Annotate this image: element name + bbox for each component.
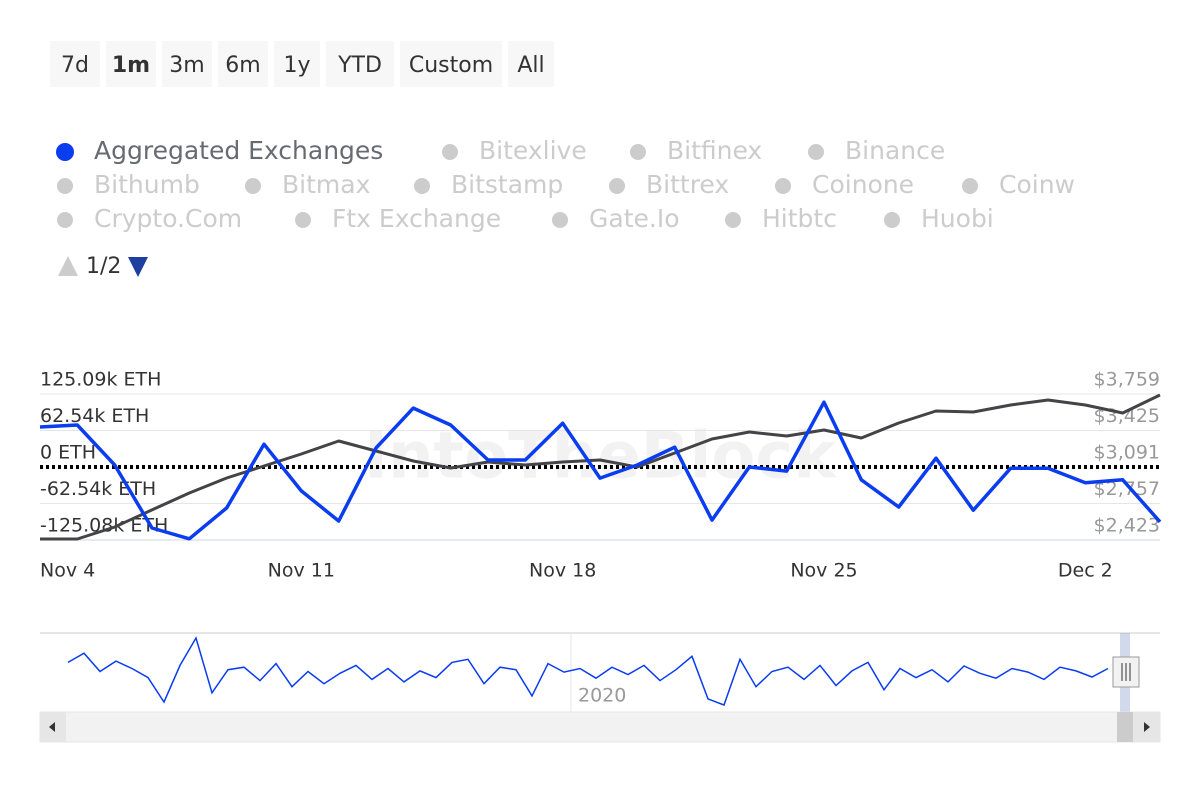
legend-label: Aggregated Exchanges bbox=[94, 136, 383, 165]
range-button[interactable]: 1y bbox=[274, 41, 320, 87]
legend-label: Ftx Exchange bbox=[332, 204, 501, 233]
button-label: 1y bbox=[283, 53, 310, 78]
y-tick-label: 62.54k ETH bbox=[40, 405, 149, 427]
y-tick-label: -125.08k ETH bbox=[40, 515, 168, 537]
range-button[interactable]: 6m bbox=[218, 41, 268, 87]
series-line bbox=[40, 393, 1161, 541]
button-bg bbox=[326, 41, 394, 87]
button-bg bbox=[50, 41, 100, 87]
range-button[interactable]: 3m bbox=[162, 41, 212, 87]
legend-dot bbox=[56, 143, 74, 161]
legend-item[interactable]: Binance bbox=[808, 136, 945, 165]
legend-item[interactable]: Bitstamp bbox=[414, 170, 563, 199]
button-label: 7d bbox=[61, 53, 89, 78]
legend-item[interactable]: Bithumb bbox=[57, 170, 200, 199]
y2-tick-label: $2,423 bbox=[1094, 515, 1160, 537]
navigator-handle[interactable] bbox=[1112, 656, 1140, 688]
range-button[interactable]: Custom bbox=[400, 41, 502, 87]
series-line bbox=[39, 400, 1162, 541]
button-bg bbox=[400, 41, 502, 87]
legend-dot bbox=[808, 144, 824, 160]
legend-label: Bithumb bbox=[94, 170, 200, 199]
pager-up[interactable] bbox=[58, 256, 78, 276]
legend-dot bbox=[57, 178, 73, 194]
legend-dot bbox=[57, 212, 73, 228]
navigator-line bbox=[67, 636, 1109, 706]
pager-down[interactable] bbox=[128, 257, 148, 277]
legend-label: Bitstamp bbox=[451, 170, 563, 199]
legend-item[interactable]: Bittrex bbox=[609, 170, 729, 199]
range-button[interactable]: 7d bbox=[50, 41, 100, 87]
y2-tick-label: $3,091 bbox=[1094, 442, 1160, 464]
range-button[interactable]: All bbox=[508, 41, 554, 87]
y-tick-label: -62.54k ETH bbox=[40, 478, 156, 500]
legend-dot bbox=[245, 178, 261, 194]
y-tick-label: 0 ETH bbox=[40, 442, 96, 464]
legend-label: Coinone bbox=[812, 170, 914, 199]
legend-label: Bittrex bbox=[646, 170, 729, 199]
y2-tick-label: $3,759 bbox=[1094, 369, 1160, 391]
legend-dot bbox=[609, 178, 625, 194]
x-tick-label: Nov 25 bbox=[790, 560, 857, 582]
legend-item[interactable]: Bitmax bbox=[245, 170, 370, 199]
legend-item[interactable]: Crypto.Com bbox=[57, 204, 242, 233]
legend-item[interactable]: Gate.Io bbox=[552, 204, 680, 233]
legend-item[interactable]: Coinw bbox=[962, 170, 1075, 199]
arrow-right bbox=[1144, 722, 1150, 732]
legend-item[interactable]: Bitexlive bbox=[442, 136, 587, 165]
legend-label: Hitbtc bbox=[762, 204, 837, 233]
range-button[interactable]: YTD bbox=[326, 41, 394, 87]
legend-item[interactable]: Coinone bbox=[775, 170, 914, 199]
legend-dot bbox=[295, 212, 311, 228]
pager-text: 1/2 bbox=[86, 254, 121, 279]
scrollbar-track bbox=[39, 711, 1161, 743]
y2-tick-label: $2,757 bbox=[1094, 478, 1160, 500]
legend-item[interactable]: Bitfinex bbox=[630, 136, 762, 165]
legend-dot bbox=[884, 212, 900, 228]
legend-item[interactable]: Huobi bbox=[884, 204, 994, 233]
x-tick-label: Nov 18 bbox=[529, 560, 596, 582]
legend-item[interactable]: Ftx Exchange bbox=[295, 204, 501, 233]
legend-dot bbox=[775, 178, 791, 194]
y-tick-label: 125.09k ETH bbox=[40, 369, 161, 391]
legend-dot bbox=[552, 212, 568, 228]
button-bg bbox=[218, 41, 268, 87]
legend-dot bbox=[725, 212, 741, 228]
button-label: 6m bbox=[225, 53, 260, 78]
button-label: Custom bbox=[409, 53, 493, 78]
legend-item[interactable]: Hitbtc bbox=[725, 204, 837, 233]
button-label: All bbox=[517, 53, 544, 78]
button-label: 3m bbox=[169, 53, 204, 78]
legend-dot bbox=[414, 178, 430, 194]
legend-dot bbox=[630, 144, 646, 160]
range-button[interactable]: 1m bbox=[106, 41, 156, 87]
button-bg bbox=[508, 41, 554, 87]
legend-label: Binance bbox=[845, 136, 945, 165]
legend-dot bbox=[442, 144, 458, 160]
x-tick-label: Nov 11 bbox=[268, 560, 335, 582]
button-bg bbox=[274, 41, 320, 87]
legend-label: Gate.Io bbox=[589, 204, 680, 233]
legend-label: Huobi bbox=[921, 204, 994, 233]
scrollbar-thumb[interactable] bbox=[1117, 712, 1133, 742]
button-label: 1m bbox=[112, 53, 150, 78]
legend-dot bbox=[962, 178, 978, 194]
legend-label: Coinw bbox=[999, 170, 1075, 199]
legend-label: Bitfinex bbox=[667, 136, 762, 165]
legend-label: Bitmax bbox=[282, 170, 370, 199]
x-tick-label: Dec 2 bbox=[1058, 560, 1113, 582]
legend-label: Crypto.Com bbox=[94, 204, 242, 233]
x-tick-label: Nov 4 bbox=[40, 560, 95, 582]
button-bg bbox=[106, 41, 156, 87]
navigator-label: 2020 bbox=[578, 685, 626, 707]
legend-item[interactable]: Aggregated Exchanges bbox=[56, 136, 383, 165]
button-bg bbox=[162, 41, 212, 87]
arrow-left bbox=[49, 722, 55, 732]
button-label: YTD bbox=[337, 53, 382, 78]
legend-label: Bitexlive bbox=[479, 136, 587, 165]
